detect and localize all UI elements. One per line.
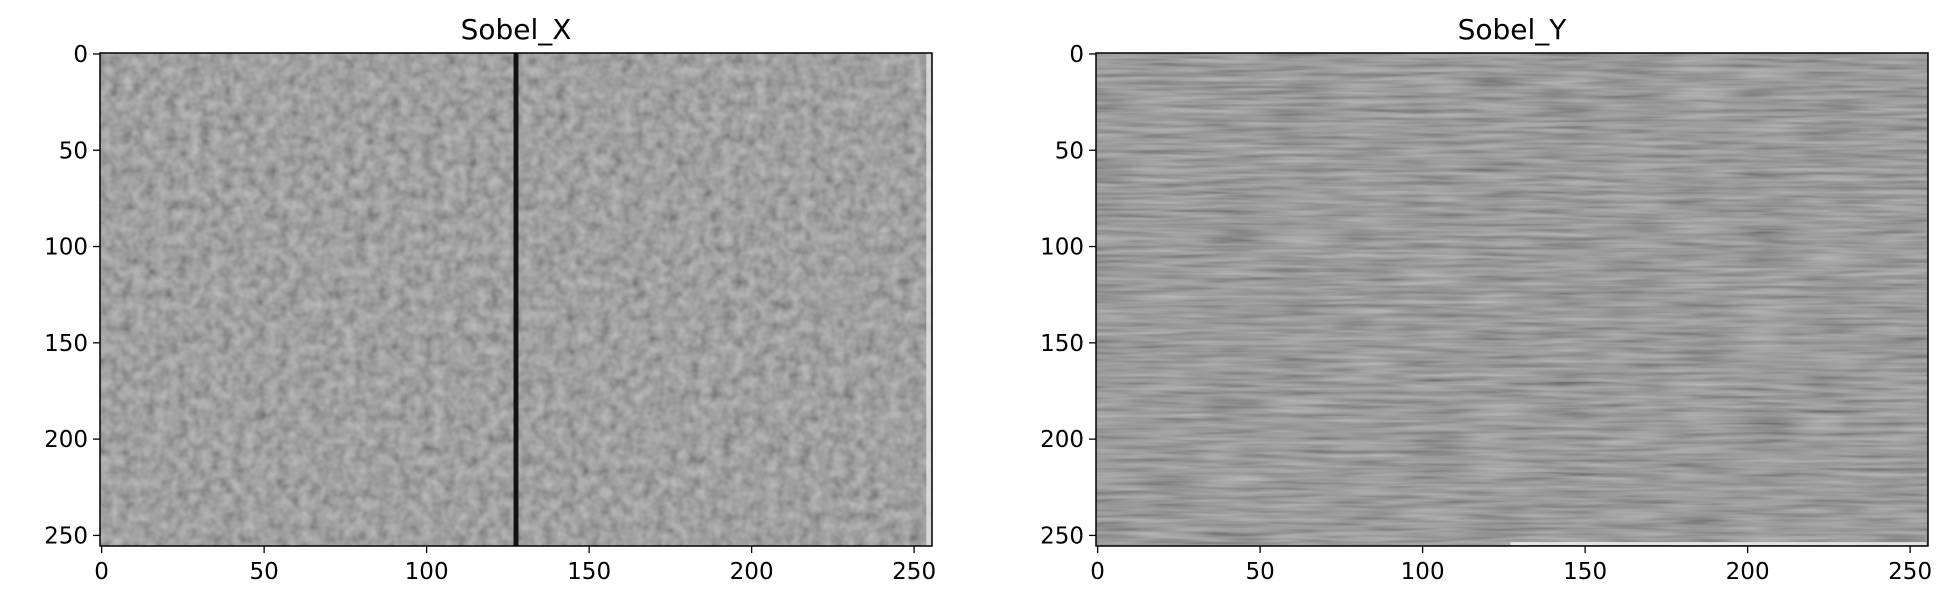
feature-horizontal-line	[1510, 542, 1927, 546]
x-tick-label: 50	[249, 559, 278, 585]
x-tick-label: 200	[730, 559, 774, 585]
y-tick-label: 100	[44, 235, 88, 261]
x-tick-label: 150	[567, 559, 611, 585]
feature-vertical-line	[513, 53, 519, 546]
x-tick-label: 250	[1888, 559, 1932, 585]
axes-frame	[1095, 52, 1929, 547]
y-tick-label: 0	[73, 42, 88, 68]
y-tick-label: 200	[1040, 427, 1084, 453]
y-tick-label: 250	[1040, 523, 1084, 549]
x-tick-label: 100	[405, 559, 449, 585]
panel-title: Sobel_X	[461, 13, 572, 46]
axes-frame	[99, 52, 933, 547]
x-tick-label: 150	[1563, 559, 1607, 585]
y-tick-label: 150	[44, 331, 88, 357]
y-tick-label: 100	[1040, 235, 1084, 261]
y-tick-label: 50	[59, 138, 88, 164]
x-tick-label: 100	[1401, 559, 1445, 585]
x-tick-label: 50	[1245, 559, 1274, 585]
x-tick-label: 250	[892, 559, 936, 585]
y-tick-label: 0	[1069, 42, 1084, 68]
y-tick-label: 200	[44, 427, 88, 453]
feature-vertical-line	[926, 53, 932, 546]
y-tick-label: 50	[1055, 138, 1084, 164]
image-texture	[1096, 53, 1928, 546]
y-tick-label: 150	[1040, 331, 1084, 357]
x-tick-label: 0	[94, 559, 109, 585]
x-tick-label: 0	[1090, 559, 1105, 585]
y-tick-label: 250	[44, 523, 88, 549]
panel-title: Sobel_Y	[1458, 13, 1568, 46]
x-tick-label: 200	[1726, 559, 1770, 585]
